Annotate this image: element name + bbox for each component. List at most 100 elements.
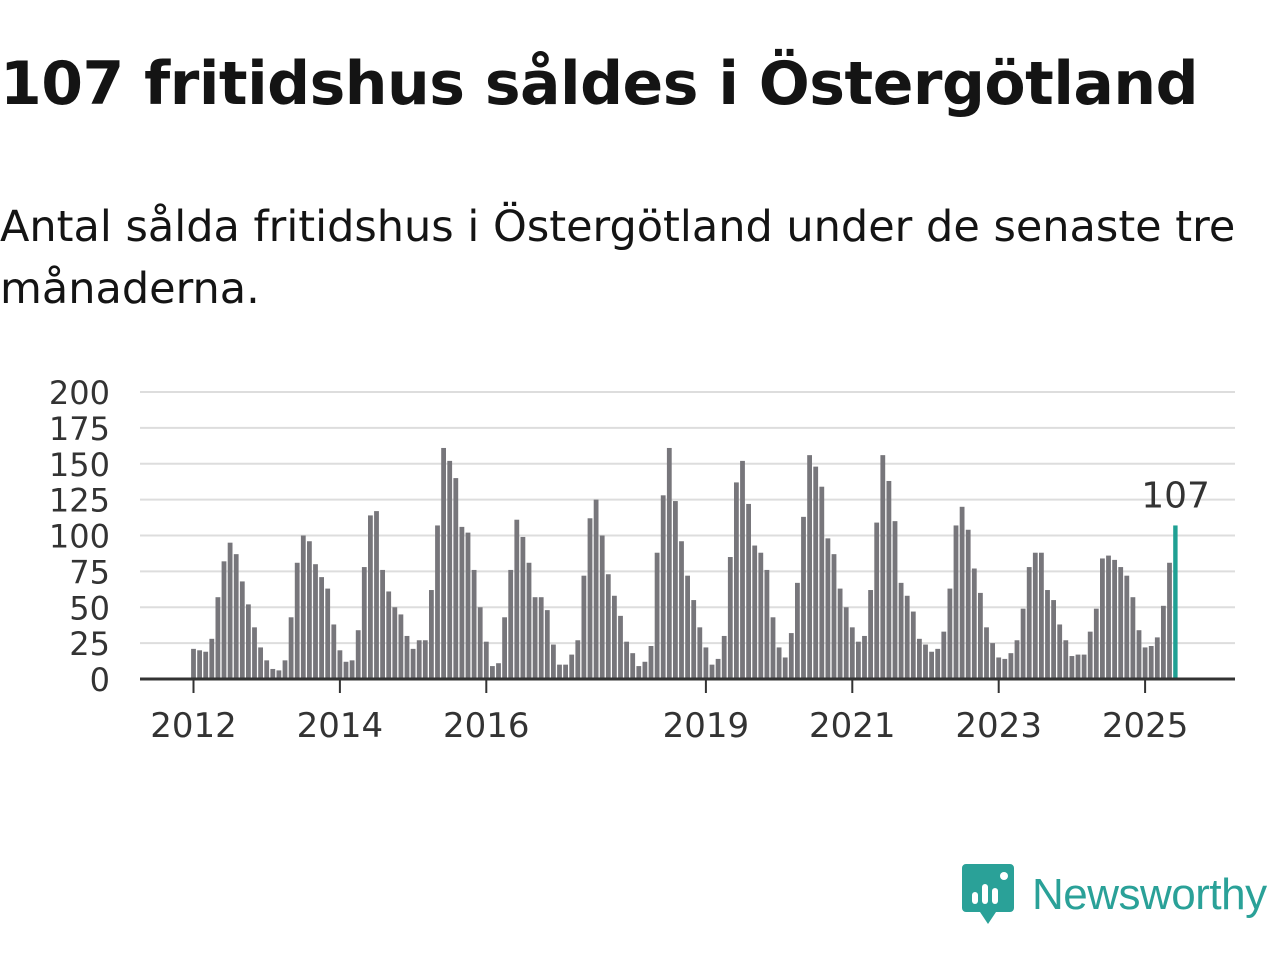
bar [1124, 575, 1130, 679]
bar [734, 482, 739, 679]
x-tick-label: 2023 [955, 706, 1042, 746]
bar [307, 541, 312, 679]
bar [654, 552, 660, 679]
bar [740, 460, 745, 679]
bar [929, 651, 934, 679]
bar [636, 666, 642, 679]
bar [203, 651, 209, 679]
highlighted-bar [1173, 525, 1178, 679]
chart-title: 107 fritidshus såldes i Östergötland [0, 49, 1199, 119]
bar [508, 569, 514, 679]
bar [691, 600, 697, 679]
bar [563, 664, 568, 679]
bar [422, 640, 428, 679]
bar [1020, 608, 1026, 679]
bar [917, 638, 922, 679]
bar [1045, 590, 1050, 679]
bar [843, 607, 849, 679]
bar [1069, 656, 1075, 679]
bar [880, 455, 886, 679]
bar [300, 535, 306, 679]
bar [1063, 640, 1069, 679]
bar [288, 617, 294, 679]
bar [386, 591, 392, 679]
bar [477, 607, 483, 679]
bar [221, 561, 227, 679]
bar [325, 588, 331, 679]
bar [770, 617, 776, 679]
bar [471, 569, 477, 679]
y-tick-label: 75 [69, 553, 110, 591]
y-tick-label: 0 [90, 661, 110, 699]
bar [514, 519, 520, 679]
bar [660, 495, 666, 679]
bar [1093, 608, 1099, 679]
bar [782, 657, 788, 679]
bar [898, 582, 904, 679]
bar [447, 460, 453, 679]
y-tick-label: 100 [49, 518, 110, 556]
bar [959, 506, 965, 679]
bar [801, 516, 806, 679]
bar [1032, 552, 1038, 679]
bar [856, 641, 861, 679]
bar [483, 641, 489, 679]
bar [752, 545, 758, 679]
bar [416, 640, 422, 679]
bar [996, 657, 1002, 679]
bar [971, 568, 977, 679]
bar [721, 635, 727, 679]
bar [1014, 640, 1020, 679]
y-tick-label: 175 [49, 410, 110, 448]
bar [642, 661, 648, 679]
bar [1167, 562, 1172, 679]
chart-subtitle: Antal sålda fritidshus i Östergötland un… [0, 202, 1236, 314]
bar [581, 575, 587, 679]
bar [813, 466, 819, 679]
x-tick-label: 2016 [443, 706, 530, 746]
bar [984, 627, 989, 679]
bar [1136, 630, 1142, 679]
bar [776, 647, 782, 679]
bars: 107 [191, 447, 1210, 679]
bar [1039, 552, 1044, 679]
bar [215, 597, 221, 679]
bar [935, 648, 941, 679]
bar [953, 525, 959, 679]
bar [551, 644, 556, 679]
bar [459, 526, 465, 679]
bar [392, 607, 398, 679]
bar [1148, 645, 1154, 679]
bar [209, 638, 215, 679]
x-tick-label: 2012 [150, 706, 237, 746]
bar [355, 630, 361, 679]
bar [1130, 597, 1136, 679]
bar [648, 645, 654, 679]
x-axis: 2012 2014 2016 2019 2021 2023 2025 [140, 677, 1235, 746]
x-tick-label: 2014 [297, 706, 384, 746]
bar [593, 499, 599, 679]
bar [313, 564, 318, 679]
bar [520, 536, 526, 679]
newsworthy-logo: Newsworthy [962, 864, 1267, 926]
bar [453, 478, 459, 679]
bar [1161, 605, 1166, 679]
bar [239, 581, 245, 679]
bar [398, 614, 404, 679]
bar [270, 668, 276, 679]
bar [197, 650, 202, 679]
bar [874, 522, 880, 679]
bar [282, 660, 288, 679]
bar [941, 631, 947, 679]
y-tick-label: 25 [69, 625, 110, 663]
bar [258, 647, 263, 679]
bar [758, 552, 764, 679]
x-tick-label: 2025 [1102, 706, 1189, 746]
bar [227, 542, 233, 679]
bar [886, 480, 892, 679]
bar [1106, 555, 1111, 679]
bar [819, 486, 825, 679]
bar [575, 640, 581, 679]
bar [252, 627, 257, 679]
